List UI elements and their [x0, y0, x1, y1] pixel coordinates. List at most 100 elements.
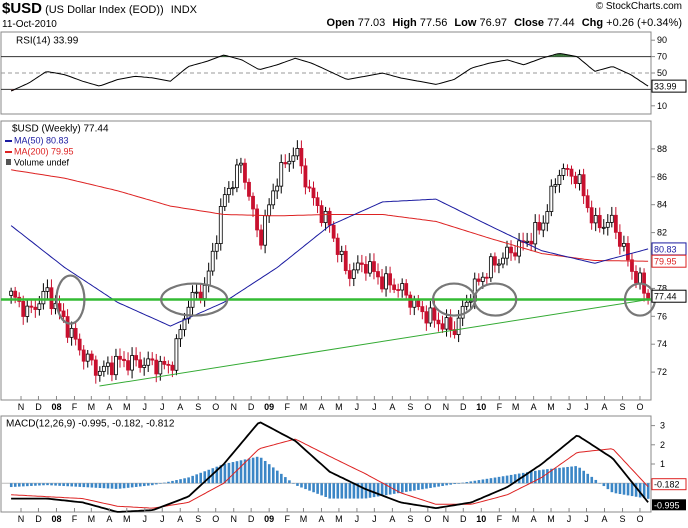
rsi-overbought-fill [567, 54, 570, 57]
rsi-overbought-fill [223, 55, 226, 57]
price-x-label: F [497, 402, 503, 412]
price-candle-body [118, 355, 122, 360]
macd-x-label: A [389, 514, 395, 524]
macd-histogram-bar [360, 483, 364, 499]
price-x-label: M [335, 402, 343, 412]
price-candle-body [45, 287, 50, 292]
chg-value: +0.26 (+0.34%) [606, 17, 682, 29]
macd-tick-label: 2 [660, 440, 665, 450]
price-candle-body [275, 185, 280, 192]
macd-histogram-bar [405, 483, 408, 492]
macd-histogram-bar [203, 471, 207, 484]
price-candle-body [339, 250, 344, 255]
price-tick-label: 72 [657, 367, 667, 377]
price-candle-body [323, 210, 328, 224]
price-candle-body [9, 290, 14, 296]
price-candle-body [517, 240, 521, 257]
macd-title: MACD(12,26,9) -0.995, -0.182, -0.812 [6, 418, 175, 429]
macd-histogram-bar [634, 483, 638, 497]
price-candle-body [525, 240, 530, 243]
macd-histogram-bar [167, 481, 170, 484]
macd-x-label: M [335, 514, 343, 524]
macd-histogram-bar [340, 483, 344, 499]
ma200-value-box [651, 254, 687, 268]
price-x-label: M [88, 402, 96, 412]
macd-histogram-bar [485, 478, 489, 484]
macd-histogram-bar [90, 483, 94, 488]
price-candle-body [488, 256, 493, 279]
price-x-label: J [584, 402, 589, 412]
price-candle-body [448, 317, 453, 330]
price-candle-body [589, 207, 594, 224]
price-candle-body [134, 355, 139, 361]
macd-histogram-bar [558, 467, 561, 484]
macd-histogram-bar [147, 483, 150, 486]
macd-x-label: 10 [476, 514, 486, 524]
macd-histogram-bar [429, 483, 432, 488]
macd-histogram-bar [316, 483, 319, 494]
price-candle-body [150, 358, 155, 361]
price-candle-body [565, 168, 570, 170]
macd-histogram-bar [356, 483, 360, 499]
low-label: Low [454, 17, 477, 29]
price-candle-body [569, 168, 574, 177]
macd-x-label: N [230, 514, 237, 524]
price-candle-body [384, 273, 388, 290]
price-candle-body [41, 290, 46, 305]
price-candle-body [93, 359, 98, 376]
price-candle-body [49, 287, 54, 310]
price-candle-body [114, 355, 118, 376]
macd-histogram-bar [505, 475, 509, 484]
macd-histogram-bar [304, 483, 307, 490]
macd-histogram-bar [243, 459, 247, 484]
price-candle-body [416, 299, 421, 308]
macd-histogram-bar [642, 483, 646, 499]
macd-histogram-bar [74, 483, 78, 487]
macd-histogram-bar [191, 475, 194, 484]
macd-histogram-bar [610, 483, 614, 493]
price-x-label: O [636, 402, 643, 412]
macd-histogram-bar [219, 465, 223, 484]
macd-histogram-bar [513, 474, 517, 484]
macd-histogram-bar [618, 483, 622, 495]
price-candle-body [396, 289, 401, 291]
macd-histogram-bar [336, 483, 340, 499]
macd-histogram-bar [239, 460, 243, 484]
price-candle-body [380, 276, 384, 290]
macd-x-label: J [372, 514, 377, 524]
close-value-box [651, 289, 687, 303]
macd-histogram-bar [300, 483, 303, 488]
macd-histogram-bar [312, 483, 315, 493]
macd-x-axis: N D 08 F M A M J J A S O N D 09 F M A M J J A S O N D 10 F M A M J J A S O [18, 508, 643, 524]
macd-histogram-bar [171, 480, 174, 484]
macd-histogram-bar [473, 480, 477, 484]
macd-histogram-bar [396, 483, 400, 494]
price-candle-body [77, 338, 82, 351]
macd-histogram-bar [58, 483, 61, 486]
macd-histogram-bar [175, 480, 178, 484]
price-candle-body [638, 272, 642, 284]
price-candle-body [436, 319, 441, 325]
ma200-value-label: 79.95 [654, 257, 677, 267]
price-x-label: N [230, 402, 237, 412]
macd-histogram-bar [199, 472, 203, 484]
price-x-label: A [106, 402, 112, 412]
price-candle-body [202, 284, 207, 300]
index-name: (US Dollar Index (EOD)) [45, 4, 164, 16]
macd-histogram-bar [211, 468, 215, 484]
price-candle-body [529, 240, 534, 245]
macd-panel-frame [0, 415, 652, 513]
price-candle-body [267, 204, 272, 217]
price-candle-body [279, 162, 284, 187]
price-x-label: M [300, 402, 308, 412]
macd-histogram-bar [231, 462, 235, 484]
macd-x-label: F [284, 514, 290, 524]
legend-volume-swatch [6, 159, 11, 165]
macd-histogram-bar [550, 468, 553, 484]
macd-x-label: O [424, 514, 431, 524]
price-candle-body [533, 222, 538, 245]
macd-histogram-bar [646, 483, 650, 499]
macd-x-label: F [72, 514, 78, 524]
price-candle-body [468, 300, 473, 303]
macd-histogram-bar [122, 483, 126, 489]
